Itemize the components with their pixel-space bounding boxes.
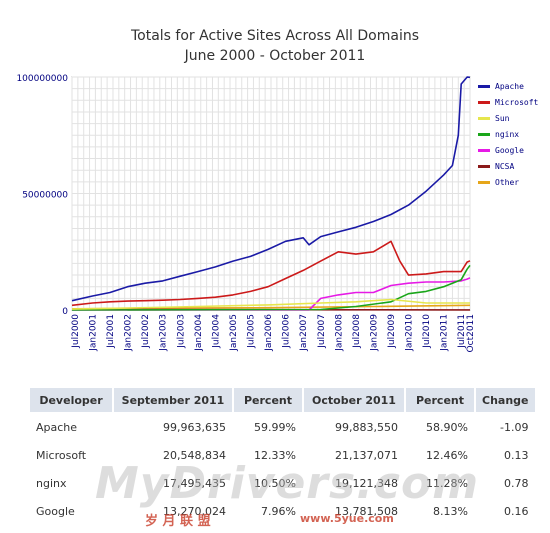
series-line-google	[72, 277, 471, 311]
cell-october-percent: 12.46%	[426, 448, 468, 462]
cell-october-percent: 8.13%	[433, 504, 468, 518]
legend-swatch	[478, 132, 490, 136]
y-tick-label: 50000000	[22, 191, 68, 201]
x-tick-label: Jan2002	[124, 314, 134, 352]
series-line-microsoft	[71, 240, 471, 307]
cell-september-count: 17,495,435	[163, 476, 226, 490]
x-tick-label: Jul2011	[457, 314, 467, 349]
chart-legend: Apache Microsoft Sun nginx Google NCSA Other	[478, 78, 546, 190]
header-september-2011: September 2011	[114, 388, 232, 412]
series-line-nginx	[71, 264, 471, 311]
legend-label: Apache	[495, 81, 524, 91]
x-tick-label: Jul2006	[282, 314, 292, 349]
cell-september-count: 20,548,834	[163, 448, 226, 462]
x-tick-label: Jul2003	[176, 314, 186, 349]
cell-september-count: 99,963,635	[163, 420, 226, 434]
x-tick-label: Jan2001	[88, 314, 98, 352]
cell-developer: Microsoft	[36, 448, 87, 462]
legend-label: Microsoft	[495, 97, 539, 107]
y-tick-label: 0	[62, 307, 68, 317]
x-tick-label: Jan2004	[194, 314, 204, 352]
x-tick-label: Jan2011	[440, 314, 450, 352]
legend-item-ncsa: NCSA	[478, 158, 546, 174]
header-percent-sep: Percent	[234, 388, 302, 412]
legend-swatch	[478, 84, 490, 88]
x-tick-label: Jul2002	[141, 314, 151, 349]
x-tick-label: Jul2009	[387, 314, 397, 349]
x-tick-label: Jan2009	[369, 314, 379, 352]
table-row: Apache 99,963,635 59.99% 99,883,550 58.9…	[30, 414, 535, 440]
cell-september-percent: 12.33%	[254, 448, 296, 462]
x-tick-label: Jul2008	[352, 314, 362, 349]
table-header-row: Developer September 2011 Percent October…	[30, 388, 535, 412]
legend-label: Google	[495, 145, 524, 155]
legend-label: nginx	[495, 129, 520, 139]
x-tick-label: Jan2007	[299, 314, 309, 352]
table-row: Google 13,270,024 7.96% 13,781,508 8.13%…	[30, 498, 535, 524]
cell-september-percent: 59.99%	[254, 420, 296, 434]
header-developer: Developer	[30, 388, 112, 412]
watermark-subtext: 岁 月 联 盟	[145, 514, 211, 529]
x-tick-label: Jul2010	[422, 314, 432, 349]
chart-title: Totals for Active Sites Across All Domai…	[130, 28, 420, 44]
legend-item-sun: Sun	[478, 110, 546, 126]
legend-swatch	[478, 148, 490, 152]
legend-item-nginx: nginx	[478, 126, 546, 142]
header-change: Change	[476, 388, 535, 412]
series-line-apache	[71, 76, 471, 302]
cell-change: 0.13	[504, 448, 529, 462]
cell-september-count: 13,270,024	[163, 504, 226, 518]
x-tick-label: Jan2005	[229, 314, 239, 352]
table-row: Microsoft 20,548,834 12.33% 21,137,071 1…	[30, 442, 535, 468]
legend-swatch	[478, 100, 490, 104]
header-october-2011: October 2011	[304, 388, 404, 412]
x-tick-label: Jul2005	[247, 314, 257, 349]
x-tick-label: Jan2003	[159, 314, 169, 352]
table-row: nginx 17,495,435 10.50% 19,121,348 11.28…	[30, 470, 535, 496]
cell-october-count: 13,781,508	[335, 504, 398, 518]
legend-label: NCSA	[495, 161, 515, 171]
x-tick-label: Jul2004	[211, 314, 221, 349]
cell-developer: Apache	[36, 420, 78, 434]
chart-subtitle: June 2000 - October 2011	[184, 48, 366, 64]
x-tick-label: Jul2007	[317, 314, 327, 349]
x-tick-label: Jan2006	[264, 314, 274, 352]
legend-item-google: Google	[478, 142, 546, 158]
cell-october-count: 21,137,071	[335, 448, 398, 462]
cell-october-percent: 11.28%	[426, 476, 468, 490]
header-percent-oct: Percent	[406, 388, 474, 412]
x-tick-label: Jul2000	[71, 314, 81, 349]
cell-october-count: 19,121,348	[335, 476, 398, 490]
legend-item-apache: Apache	[478, 78, 546, 94]
cell-september-percent: 7.96%	[261, 504, 296, 518]
x-tick-label: Jul2001	[106, 314, 116, 349]
cell-october-percent: 58.90%	[426, 420, 468, 434]
legend-label: Sun	[495, 113, 510, 123]
chart-container: Totals for Active Sites Across All Domai…	[16, 28, 546, 352]
x-tick-label: Jan2008	[334, 314, 344, 352]
developer-stats-table: Developer September 2011 Percent October…	[28, 386, 537, 526]
y-tick-label: 100000000	[16, 74, 68, 84]
legend-label: Other	[495, 177, 520, 187]
cell-september-percent: 10.50%	[254, 476, 296, 490]
cell-developer: Google	[36, 504, 75, 518]
legend-swatch	[478, 116, 490, 120]
cell-developer: nginx	[36, 476, 67, 490]
series-line-sun	[71, 298, 470, 310]
legend-item-microsoft: Microsoft	[478, 94, 546, 110]
cell-change: 0.16	[504, 504, 529, 518]
x-tick-label: Oct2011	[466, 314, 476, 352]
watermark-url: www.5yue.com	[300, 512, 394, 525]
legend-item-other: Other	[478, 174, 546, 190]
legend-swatch	[478, 180, 490, 184]
cell-october-count: 99,883,550	[335, 420, 398, 434]
x-tick-label: Jan2010	[405, 314, 415, 352]
cell-change: 0.78	[504, 476, 529, 490]
cell-change: -1.09	[500, 420, 529, 434]
legend-swatch	[478, 164, 490, 168]
